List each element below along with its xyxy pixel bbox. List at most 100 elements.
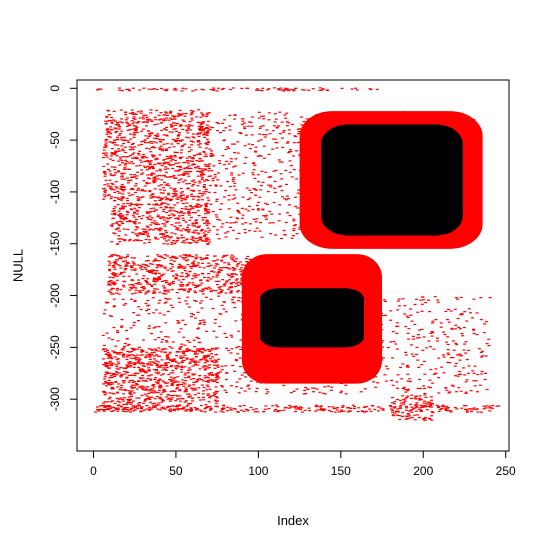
data-point: [146, 218, 150, 220]
data-point: [187, 241, 191, 244]
data-point: [198, 348, 202, 350]
data-point: [157, 325, 161, 328]
data-point: [198, 206, 202, 208]
data-point: [156, 408, 160, 410]
data-point: [177, 288, 181, 290]
data-point: [132, 311, 136, 314]
data-point: [114, 228, 118, 231]
data-point: [267, 176, 271, 178]
data-point: [243, 232, 247, 234]
data-point: [111, 159, 115, 161]
data-point: [204, 153, 208, 155]
y-axis-title: NULL: [11, 249, 26, 282]
data-point: [129, 362, 133, 364]
data-point: [236, 209, 240, 212]
data-point: [246, 255, 250, 258]
data-point: [414, 395, 418, 398]
data-point: [172, 189, 176, 191]
data-point: [119, 109, 123, 111]
data-point: [140, 362, 144, 364]
data-point: [199, 237, 203, 239]
data-point: [282, 409, 286, 411]
data-point: [202, 240, 206, 242]
data-point: [240, 118, 244, 120]
data-point: [205, 142, 209, 144]
data-point: [144, 260, 148, 262]
data-point: [154, 178, 158, 180]
data-point: [106, 349, 110, 352]
data-point: [122, 178, 126, 180]
data-point: [200, 272, 204, 275]
data-point: [124, 111, 128, 113]
data-point: [99, 405, 103, 407]
data-point: [352, 405, 356, 408]
data-point: [138, 290, 142, 292]
data-point: [239, 267, 243, 269]
data-point: [124, 234, 128, 236]
data-point: [200, 193, 204, 195]
data-point: [161, 292, 165, 295]
data-point: [389, 341, 393, 343]
data-point: [133, 372, 137, 374]
data-point: [176, 229, 180, 231]
data-point: [460, 407, 464, 409]
data-point: [171, 255, 175, 257]
data-point: [257, 111, 261, 113]
data-point: [277, 125, 281, 127]
data-point: [122, 304, 126, 306]
data-point: [488, 296, 492, 299]
data-point: [246, 410, 250, 412]
data-point: [340, 87, 344, 89]
data-point: [415, 298, 419, 300]
data-point: [129, 403, 133, 405]
data-point: [168, 351, 172, 353]
data-point: [203, 375, 207, 377]
data-point: [159, 198, 163, 200]
data-point: [182, 406, 186, 408]
data-point: [182, 352, 186, 354]
data-point: [144, 302, 148, 305]
data-point: [209, 395, 213, 398]
data-point: [211, 155, 215, 157]
data-point: [262, 410, 266, 413]
data-point: [181, 379, 185, 381]
data-point: [402, 386, 406, 388]
data-point: [110, 241, 114, 243]
data-point: [415, 410, 419, 412]
data-point: [155, 278, 159, 281]
data-point: [183, 167, 187, 169]
data-point: [184, 172, 188, 175]
data-point: [196, 210, 200, 212]
data-point: [205, 389, 209, 391]
data-point: [160, 280, 164, 283]
data-point: [228, 268, 232, 270]
data-point: [182, 219, 186, 222]
data-point: [123, 188, 127, 191]
data-point: [221, 155, 225, 157]
data-point: [248, 189, 252, 191]
data-point: [459, 355, 463, 357]
data-point: [225, 391, 229, 393]
data-point: [103, 405, 107, 407]
data-point: [202, 348, 206, 350]
data-point: [148, 397, 152, 399]
data-point: [199, 175, 203, 177]
data-point: [480, 370, 484, 373]
data-point: [177, 222, 181, 224]
data-point: [483, 378, 487, 381]
data-point: [413, 404, 417, 406]
data-point: [278, 161, 282, 163]
data-point: [274, 169, 278, 171]
data-point: [226, 267, 230, 269]
data-point: [140, 286, 144, 289]
data-point: [132, 407, 136, 409]
data-point: [110, 166, 114, 168]
data-point: [111, 277, 115, 279]
data-point: [428, 346, 432, 348]
data-point: [123, 139, 127, 141]
data-point: [160, 341, 164, 343]
data-point: [198, 368, 202, 370]
data-point: [428, 418, 432, 420]
data-point: [203, 207, 207, 210]
data-point: [234, 258, 238, 260]
